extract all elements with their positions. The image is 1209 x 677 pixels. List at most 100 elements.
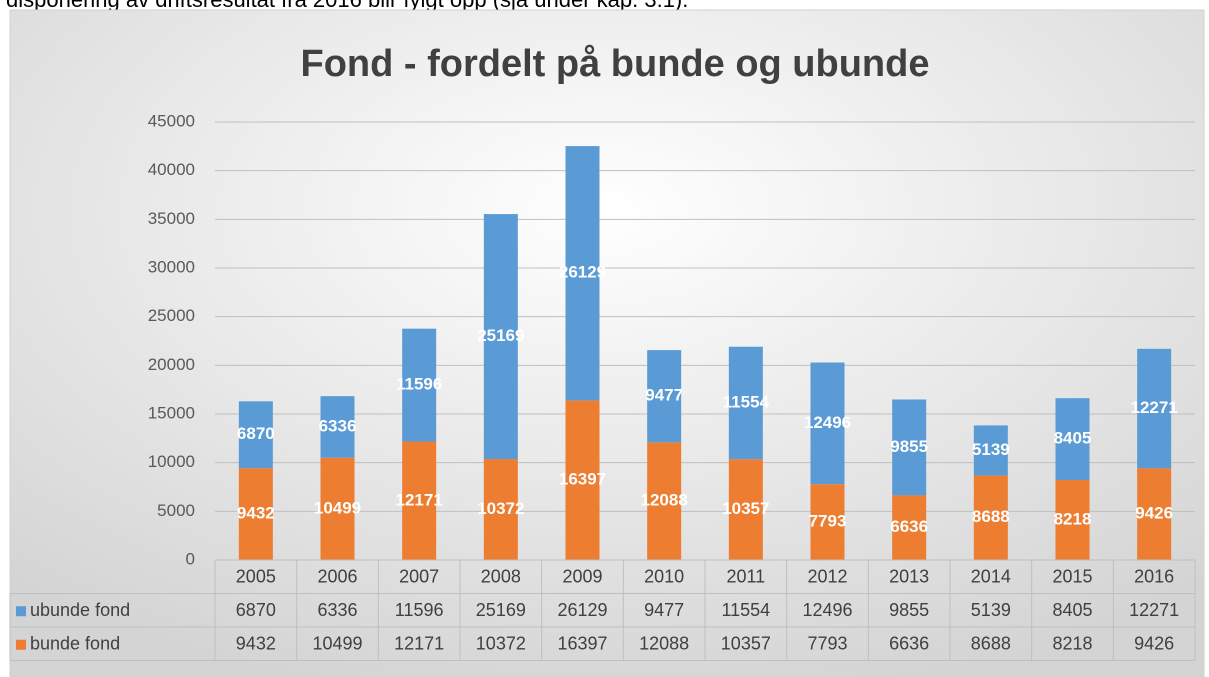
data-label: 25169: [477, 326, 524, 345]
data-label: 11596: [396, 375, 442, 394]
data-label: 8218: [1054, 509, 1092, 528]
x-tick-label: 2016: [1134, 567, 1174, 587]
bar-segment: [892, 399, 927, 496]
data-label: 6336: [319, 416, 357, 435]
bar-segment: [320, 396, 355, 458]
y-tick-label: 5000: [157, 501, 195, 520]
bar-segment: [810, 484, 845, 560]
table-value: 12171: [394, 634, 444, 654]
bar-segment: [238, 401, 273, 469]
table-value: 7793: [807, 634, 847, 654]
data-label: 6636: [890, 517, 928, 536]
bar-segment: [1055, 398, 1090, 481]
data-label: 12088: [641, 491, 688, 510]
bar-segment: [973, 475, 1008, 560]
data-label: 11554: [723, 392, 770, 411]
data-label: 7793: [809, 512, 847, 531]
table-value: 8218: [1052, 634, 1092, 654]
x-tick-label: 2005: [236, 567, 276, 587]
x-tick-label: 2013: [889, 567, 929, 587]
bar-segment: [728, 459, 763, 560]
x-tick-label: 2008: [481, 567, 521, 587]
table-value: 6336: [317, 600, 357, 620]
table-value: 8688: [971, 634, 1011, 654]
bar-segment: [402, 441, 437, 560]
table-value: 12271: [1129, 600, 1179, 620]
x-tick-label: 2009: [562, 567, 602, 587]
legend-label: ubunde fond: [30, 600, 130, 620]
legend-swatch: [16, 639, 26, 650]
table-value: 11596: [395, 600, 444, 620]
bar-segment: [402, 328, 437, 442]
x-tick-label: 2007: [399, 567, 439, 587]
table-value: 12496: [802, 600, 852, 620]
y-tick-label: 45000: [148, 111, 195, 130]
y-tick-label: 30000: [148, 257, 195, 276]
data-label: 10357: [722, 499, 769, 518]
bar-segment: [728, 346, 763, 460]
y-tick-label: 25000: [148, 306, 195, 325]
data-label: 9477: [645, 386, 683, 405]
x-tick-label: 2011: [726, 567, 765, 587]
data-label: 12271: [1131, 398, 1178, 417]
table-value: 26129: [557, 600, 607, 620]
table-value: 12088: [639, 634, 689, 654]
bar-segment: [238, 468, 273, 560]
bar-segment: [483, 459, 518, 560]
table-value: 9855: [889, 600, 929, 620]
data-label: 16397: [559, 470, 606, 489]
bar-segment: [320, 457, 355, 560]
data-label: 26129: [559, 263, 606, 282]
table-value: 6636: [889, 634, 929, 654]
bar-segment: [810, 362, 845, 485]
table-value: 10357: [721, 634, 771, 654]
table-value: 10372: [476, 634, 526, 654]
bar-segment: [1055, 480, 1090, 560]
chart-frame: [9, 9, 1205, 677]
table-value: 8405: [1052, 600, 1092, 620]
bar-segment: [892, 495, 927, 560]
data-label: 10372: [477, 499, 524, 518]
chart-title: Fond - fordelt på bunde og ubunde: [300, 43, 929, 85]
y-tick-label: 15000: [148, 403, 195, 422]
data-label: 6870: [237, 424, 275, 443]
x-tick-label: 2010: [644, 567, 684, 587]
data-label: 12171: [396, 490, 443, 509]
data-label: 9432: [237, 504, 275, 523]
table-value: 9426: [1134, 634, 1174, 654]
x-tick-label: 2006: [317, 567, 357, 587]
bar-segment: [1137, 348, 1172, 469]
table-value: 11554: [721, 600, 770, 620]
y-tick-label: 10000: [148, 452, 195, 471]
data-label: 12496: [804, 413, 851, 432]
bar-segment: [565, 400, 600, 560]
y-tick-label: 40000: [148, 160, 195, 179]
legend-label: bunde fond: [30, 634, 120, 654]
data-label: 5139: [972, 440, 1010, 459]
y-tick-label: 0: [186, 549, 195, 568]
bar-segment: [565, 146, 600, 401]
x-tick-label: 2012: [807, 567, 847, 587]
table-value: 25169: [476, 600, 526, 620]
bar-segment: [483, 214, 518, 460]
data-label: 8405: [1054, 429, 1092, 448]
page-text: disponering av driftsresultat fra 2016 b…: [6, 0, 688, 13]
data-label: 10499: [314, 498, 361, 517]
table-value: 10499: [312, 634, 362, 654]
bar-segment: [1137, 468, 1172, 560]
data-label: 8688: [972, 507, 1010, 526]
table-value: 9432: [236, 634, 276, 654]
y-tick-label: 20000: [148, 355, 195, 374]
legend-swatch: [16, 606, 26, 617]
x-tick-label: 2014: [971, 567, 1011, 587]
y-tick-label: 35000: [148, 209, 195, 228]
data-label: 9855: [890, 437, 928, 456]
table-value: 9477: [644, 600, 684, 620]
bar-segment: [647, 350, 682, 443]
data-label: 9426: [1135, 504, 1173, 523]
bar-segment: [647, 442, 682, 560]
x-tick-label: 2015: [1052, 567, 1092, 587]
table-value: 6870: [236, 600, 276, 620]
